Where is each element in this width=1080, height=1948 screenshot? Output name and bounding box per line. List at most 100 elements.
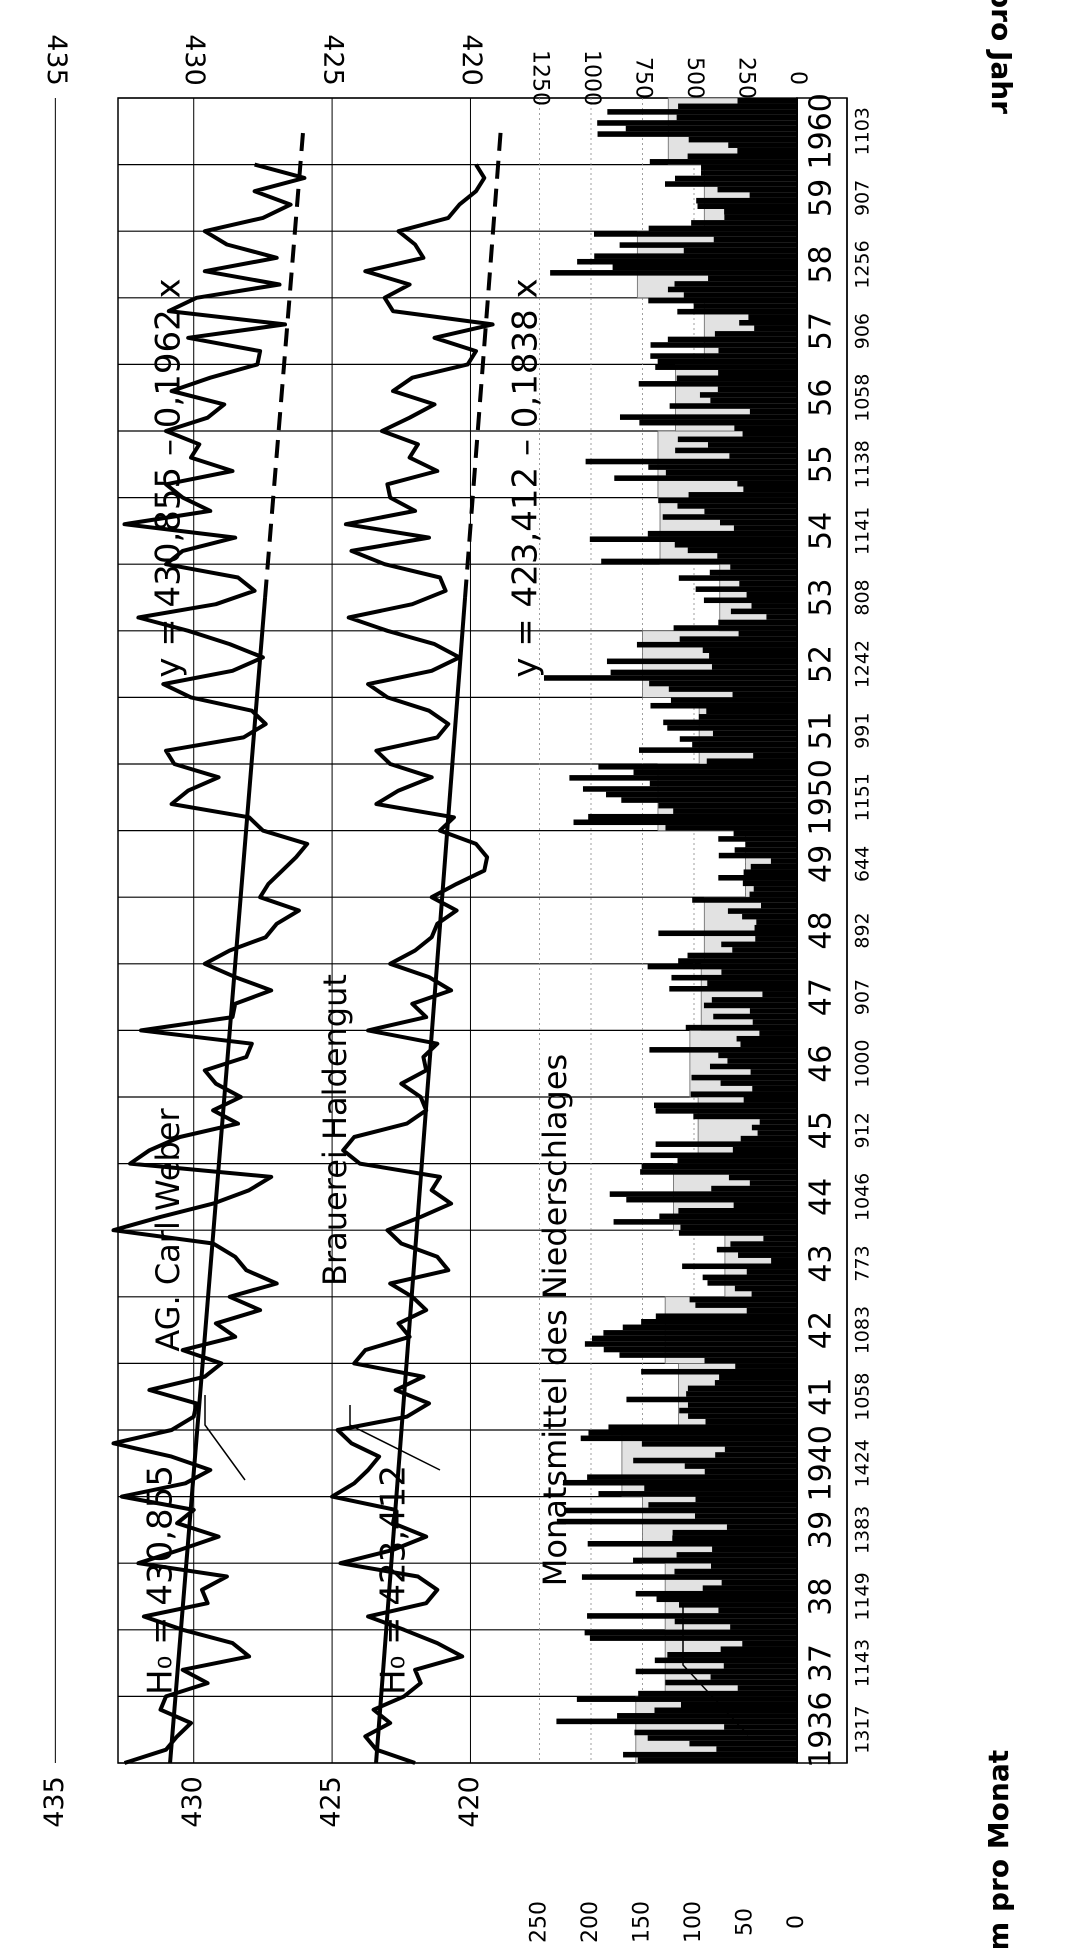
- level-tick-label-left: 430: [177, 1776, 208, 1828]
- precip-year-tick-label: 1000: [579, 50, 604, 106]
- monthly-precip-bar: [716, 1746, 797, 1752]
- monthly-precip-bar: [674, 281, 797, 287]
- year-label: 43: [804, 1244, 839, 1282]
- monthly-precip-bar: [589, 536, 797, 542]
- monthly-precip-bar: [715, 1452, 797, 1458]
- monthly-precip-bar: [724, 214, 797, 221]
- monthly-precip-bar: [638, 1690, 797, 1697]
- annual-total-label: 892: [852, 912, 874, 948]
- monthly-precip-bar: [556, 1518, 797, 1525]
- monthly-precip-bar: [614, 475, 797, 481]
- monthly-precip-bar: [683, 292, 797, 298]
- monthly-precip-bar: [573, 819, 797, 826]
- monthly-precip-bar: [735, 1363, 797, 1369]
- annual-total-label: 912: [852, 1112, 874, 1148]
- monthly-precip-bar: [749, 891, 797, 898]
- monthly-precip-bar: [687, 1402, 797, 1408]
- monthly-precip-bar: [649, 159, 797, 165]
- monthly-precip-bar: [749, 1180, 797, 1186]
- monthly-precip-bar: [657, 358, 797, 365]
- monthly-precip-bar: [711, 1185, 797, 1192]
- monthly-precip-bar: [598, 1491, 797, 1497]
- ho-annotation-top: H₀ = 430,855: [141, 1465, 181, 1695]
- monthly-precip-bar: [702, 1274, 797, 1281]
- monthly-precip-bar: [650, 353, 797, 359]
- monthly-precip-bar: [745, 841, 797, 848]
- monthly-precip-bar: [718, 852, 797, 859]
- annual-total-label: 1383: [852, 1506, 874, 1554]
- monthly-precip-bar: [705, 1418, 797, 1425]
- monthly-precip-bar: [597, 120, 797, 126]
- year-label: 1940: [804, 1425, 839, 1501]
- monthly-precip-bar: [720, 519, 797, 526]
- monthly-precip-bar: [584, 1341, 797, 1347]
- precip-year-tick-label: 750: [631, 57, 656, 99]
- monthly-precip-bar: [746, 1307, 797, 1314]
- monthly-precip-bar: [726, 1524, 797, 1530]
- annual-total-label: 907: [852, 180, 874, 216]
- monthly-precip-bar: [685, 1024, 797, 1031]
- monthly-precip-bar: [742, 1640, 797, 1647]
- monthly-precip-bar: [589, 1635, 797, 1641]
- monthly-precip-bar: [693, 303, 797, 309]
- monthly-precip-bar: [650, 342, 797, 348]
- monthly-precip-bar: [716, 1246, 797, 1253]
- annual-total-label: 1317: [852, 1706, 874, 1754]
- monthly-precip-bar: [636, 641, 797, 648]
- monthly-precip-bar: [577, 258, 797, 265]
- monthly-precip-bar: [613, 1219, 797, 1225]
- monthly-precip-bar: [718, 1607, 797, 1614]
- monthly-precip-bar: [667, 1652, 797, 1658]
- monthly-precip-bar: [692, 741, 797, 748]
- monthly-precip-bar: [644, 1485, 797, 1492]
- monthly-precip-bar: [736, 1035, 797, 1042]
- precip-month-tick-label: 50: [733, 1908, 758, 1936]
- monthly-precip-bar: [703, 597, 797, 604]
- monthly-precip-bar: [712, 730, 797, 737]
- annual-total-label: 1058: [852, 374, 874, 422]
- monthly-precip-bar: [678, 103, 797, 110]
- monthly-precip-bar: [687, 153, 797, 160]
- annual-total-label: 907: [852, 979, 874, 1015]
- monthly-precip-bar: [680, 1701, 797, 1708]
- monthly-precip-bar: [693, 1113, 797, 1120]
- monthly-precip-bar: [718, 347, 797, 354]
- monthly-precip-bar: [650, 1152, 797, 1159]
- precip-year-axis-title: mm pro Jahr: [985, 0, 1018, 114]
- annual-total-label: 1000: [852, 1040, 874, 1088]
- monthly-precip-bar: [711, 664, 797, 670]
- well-label-haldengut: Brauerei Haldengut: [316, 974, 354, 1286]
- monthly-precip-bar: [580, 1435, 797, 1442]
- trend-line-solid: [374, 597, 468, 1764]
- monthly-precip-bar: [680, 1224, 797, 1231]
- monthly-precip-bar: [543, 675, 797, 681]
- monthly-precip-bar: [655, 1141, 797, 1147]
- monthly-precip-bar: [676, 375, 797, 382]
- year-label: 55: [804, 445, 839, 483]
- monthly-precip-bar: [721, 941, 797, 948]
- monthly-precip-bar: [619, 1352, 797, 1358]
- precip-month-tick-label: 200: [578, 1901, 603, 1943]
- monthly-precip-bar: [739, 320, 797, 326]
- monthly-precip-bar: [667, 336, 797, 343]
- monthly-precip-bar: [695, 1302, 797, 1308]
- monthly-precip-bar: [674, 1618, 797, 1625]
- monthly-precip-bar: [733, 830, 797, 837]
- monthly-precip-bar: [672, 1535, 797, 1541]
- monthly-precip-bar: [626, 1396, 797, 1403]
- monthly-precip-bar: [710, 1563, 797, 1569]
- monthly-precip-bar: [695, 586, 797, 592]
- monthly-precip-bar: [603, 1346, 797, 1353]
- monthly-precip-bar: [717, 186, 797, 193]
- level-tick-label-left: 435: [39, 1776, 70, 1828]
- monthly-precip-bar: [707, 1280, 797, 1286]
- level-tick-label-right: 420: [456, 34, 487, 86]
- monthly-precip-bar: [640, 1169, 797, 1175]
- leader-haldengut: [349, 1405, 441, 1471]
- monthly-precip-bar: [641, 1319, 797, 1325]
- monthly-precip-bar: [676, 1552, 797, 1558]
- year-label: 46: [804, 1045, 839, 1083]
- monthly-precip-bar: [724, 209, 797, 215]
- monthly-precip-bar: [633, 1557, 797, 1564]
